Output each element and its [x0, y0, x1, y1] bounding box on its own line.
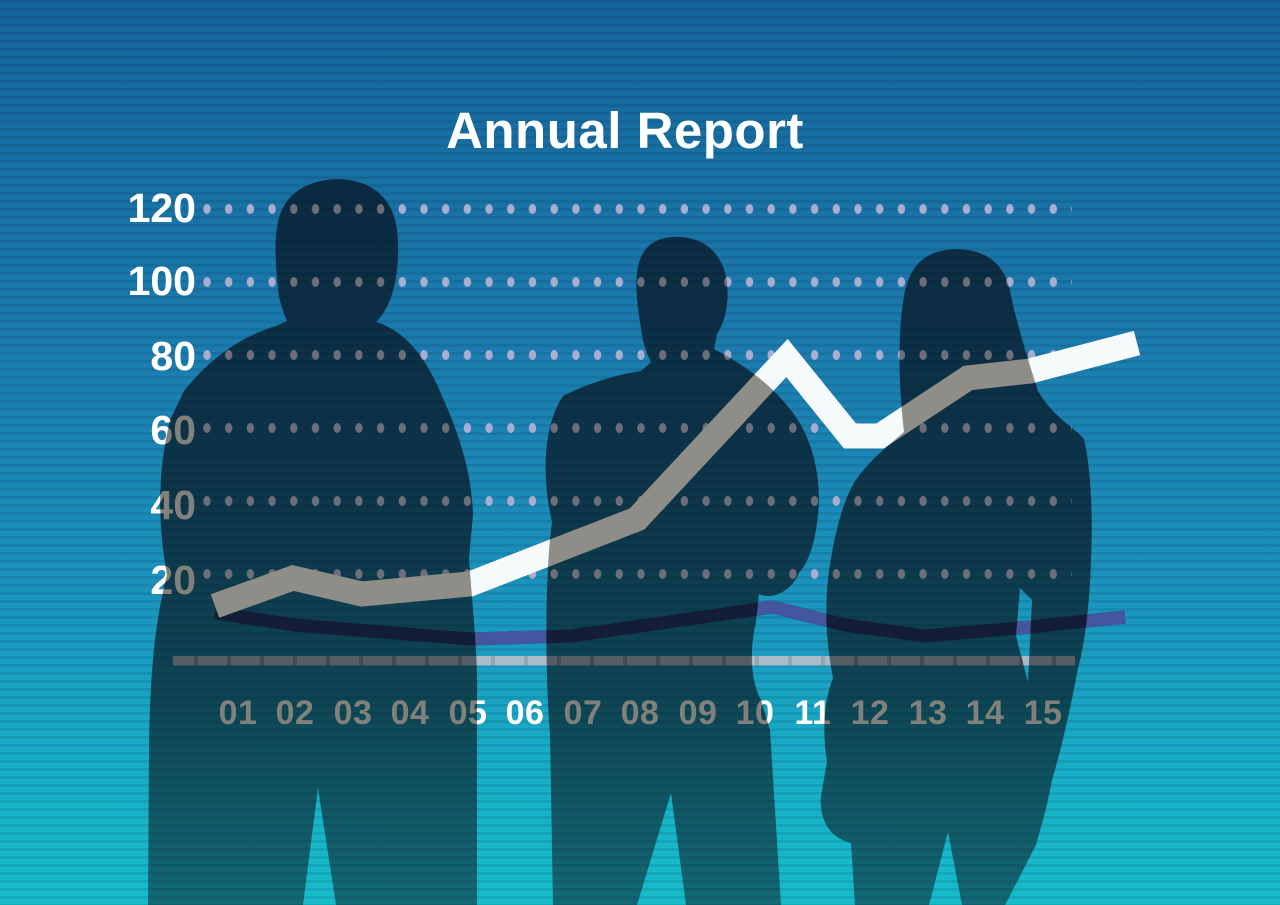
x-axis-label: 09 [679, 694, 718, 732]
x-axis-label: 14 [966, 694, 1005, 732]
x-axis-label: 02 [276, 694, 315, 732]
x-axis-label: 06 [506, 694, 545, 732]
x-axis-label: 15 [1024, 694, 1063, 732]
y-axis-labels: 120 100 80 60 40 20 [128, 185, 196, 603]
x-axis-label: 07 [564, 694, 603, 732]
x-axis-labels: 01 02 03 04 05 06 07 08 09 10 11 12 13 1… [219, 694, 1063, 732]
y-axis-labels: 120 100 80 60 40 20 [128, 185, 196, 603]
x-axis-bar [173, 656, 1075, 666]
y-axis-label: 120 [128, 185, 196, 231]
y-axis-label: 100 [128, 258, 196, 304]
y-axis-label: 80 [150, 333, 196, 379]
x-axis-label: 11 [795, 694, 832, 732]
x-axis-label: 08 [621, 694, 660, 732]
x-axis-label: 03 [334, 694, 373, 732]
x-axis-label: 10 [736, 694, 775, 732]
x-axis-label: 10 [736, 694, 775, 732]
main-series-line [210, 330, 1141, 618]
x-axis-label: 05 [449, 694, 488, 732]
x-axis-label: 12 [851, 694, 890, 732]
x-axis-label: 05 [449, 694, 488, 732]
x-axis-label: 01 [219, 694, 258, 732]
x-axis-label: 11 [795, 694, 832, 732]
x-axis-label: 13 [909, 694, 948, 732]
x-axis-label: 09 [679, 694, 718, 732]
x-axis-label: 14 [966, 694, 1005, 732]
y-axis-label: 60 [150, 407, 196, 453]
y-axis-label: 40 [150, 482, 196, 528]
y-axis-label: 100 [128, 258, 196, 304]
baseline-series-line [214, 600, 1126, 646]
x-axis-label: 03 [334, 694, 373, 732]
x-axis-label: 04 [391, 694, 430, 732]
y-axis-label: 80 [150, 333, 196, 379]
x-axis-label: 01 [219, 694, 258, 732]
x-axis-labels: 01 02 03 04 05 06 07 08 09 10 11 12 13 1… [219, 694, 1063, 732]
chart-layer-over-background: 120 100 80 60 40 20 01 02 03 04 05 06 07… [128, 185, 1141, 732]
y-axis-label: 60 [150, 407, 196, 453]
x-axis-label: 06 [506, 694, 545, 732]
page-title: Annual Report [446, 102, 804, 159]
x-axis-label: 12 [851, 694, 890, 732]
x-axis-label: 04 [391, 694, 430, 732]
x-axis-label: 15 [1024, 694, 1063, 732]
y-axis-label: 20 [150, 557, 196, 603]
x-axis-label: 08 [621, 694, 660, 732]
y-axis-label: 120 [128, 185, 196, 231]
x-axis-label: 07 [564, 694, 603, 732]
x-axis-label: 13 [909, 694, 948, 732]
x-axis-label: 02 [276, 694, 315, 732]
y-axis-label: 20 [150, 557, 196, 603]
y-axis-label: 40 [150, 482, 196, 528]
